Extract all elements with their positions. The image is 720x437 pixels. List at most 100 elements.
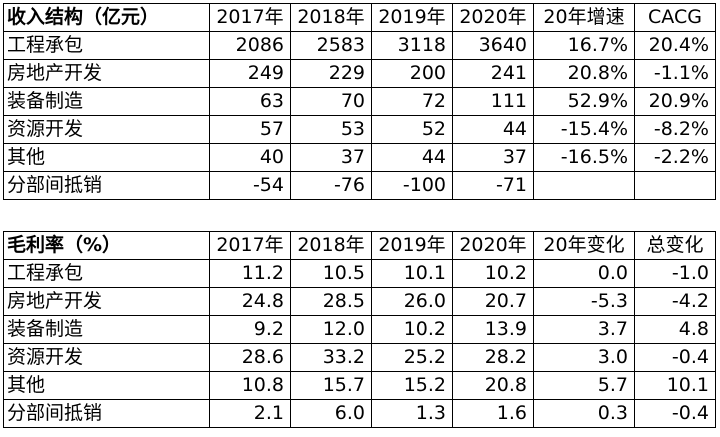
table-cell: 2.1 <box>209 399 291 428</box>
table-cell: -54 <box>209 171 291 200</box>
table-cell: 20.9% <box>634 87 716 116</box>
table-cell: -5.3 <box>533 287 635 316</box>
table-cell: 11.2 <box>209 259 291 288</box>
column-header: 2020年 <box>452 231 534 260</box>
table-cell: 26.0 <box>371 287 453 316</box>
table-cell: 37 <box>290 143 372 172</box>
table-row: 其他 40 37 44 37 -16.5% -2.2% <box>3 143 716 172</box>
row-label: 装备制造 <box>3 87 210 116</box>
table-cell: 10.1 <box>634 371 716 400</box>
table-cell: 6.0 <box>290 399 372 428</box>
column-header: 2017年 <box>209 3 291 32</box>
table-row: 分部间抵销 -54 -76 -100 -71 <box>3 171 716 200</box>
table-cell: 28.6 <box>209 343 291 372</box>
table-row: 资源开发 28.6 33.2 25.2 28.2 3.0 -0.4 <box>3 343 716 372</box>
table-cell: 5.7 <box>533 371 635 400</box>
table-row: 资源开发 57 53 52 44 -15.4% -8.2% <box>3 115 716 144</box>
table-row: 装备制造 63 70 72 111 52.9% 20.9% <box>3 87 716 116</box>
table-cell: -1.0 <box>634 259 716 288</box>
table-cell: 0.3 <box>533 399 635 428</box>
table-row: 装备制造 9.2 12.0 10.2 13.9 3.7 4.8 <box>3 315 716 344</box>
table-cell: 0.0 <box>533 259 635 288</box>
row-label: 资源开发 <box>3 115 210 144</box>
table-cell: 20.8% <box>533 59 635 88</box>
table-cell: 200 <box>371 59 453 88</box>
row-label: 工程承包 <box>3 259 210 288</box>
table-cell <box>533 171 635 200</box>
table-cell: 28.5 <box>290 287 372 316</box>
column-header: 2019年 <box>371 3 453 32</box>
table-cell: -4.2 <box>634 287 716 316</box>
table-cell: 3.7 <box>533 315 635 344</box>
table-cell: 20.7 <box>452 287 534 316</box>
table-cell: 10.1 <box>371 259 453 288</box>
row-label: 分部间抵销 <box>3 399 210 428</box>
table-cell: -8.2% <box>634 115 716 144</box>
table-cell: 44 <box>452 115 534 144</box>
table-cell: 12.0 <box>290 315 372 344</box>
table-cell: 53 <box>290 115 372 144</box>
column-header: 总变化 <box>634 231 716 260</box>
row-label: 资源开发 <box>3 343 210 372</box>
table-cell: -0.4 <box>634 343 716 372</box>
table-cell: 37 <box>452 143 534 172</box>
table-cell: 40 <box>209 143 291 172</box>
table-cell: 63 <box>209 87 291 116</box>
gross-margin-table: 毛利率（%） 2017年 2018年 2019年 2020年 20年变化 总变化 工程承包 11… <box>3 231 716 428</box>
table-cell: 4.8 <box>634 315 716 344</box>
table-cell: 3640 <box>452 31 534 60</box>
header-row: 毛利率（%） 2017年 2018年 2019年 2020年 20年变化 总变化 <box>3 231 716 260</box>
column-header: CACG <box>634 3 716 32</box>
table-cell: 241 <box>452 59 534 88</box>
table-row: 房地产开发 24.8 28.5 26.0 20.7 -5.3 -4.2 <box>3 287 716 316</box>
column-header: 2017年 <box>209 231 291 260</box>
table-cell: 2086 <box>209 31 291 60</box>
table-row: 工程承包 2086 2583 3118 3640 16.7% 20.4% <box>3 31 716 60</box>
table-cell: 111 <box>452 87 534 116</box>
row-label: 工程承包 <box>3 31 210 60</box>
table-cell: 2583 <box>290 31 372 60</box>
column-header: 2018年 <box>290 231 372 260</box>
table-cell: 15.7 <box>290 371 372 400</box>
table-cell: -1.1% <box>634 59 716 88</box>
table-cell: 25.2 <box>371 343 453 372</box>
column-header: 2019年 <box>371 231 453 260</box>
row-label: 房地产开发 <box>3 287 210 316</box>
table-cell: 3118 <box>371 31 453 60</box>
table-cell: -100 <box>371 171 453 200</box>
table-cell: 52.9% <box>533 87 635 116</box>
row-label: 房地产开发 <box>3 59 210 88</box>
table-cell: 229 <box>290 59 372 88</box>
table-cell: 24.8 <box>209 287 291 316</box>
table-cell: 1.3 <box>371 399 453 428</box>
row-label: 其他 <box>3 143 210 172</box>
table-cell: 16.7% <box>533 31 635 60</box>
table-title: 毛利率（%） <box>3 231 210 260</box>
table-cell: 13.9 <box>452 315 534 344</box>
table-cell: 70 <box>290 87 372 116</box>
table-cell: 1.6 <box>452 399 534 428</box>
table-title: 收入结构（亿元） <box>3 3 210 32</box>
table-cell: 15.2 <box>371 371 453 400</box>
table-cell: 9.2 <box>209 315 291 344</box>
table-cell: 20.4% <box>634 31 716 60</box>
table-cell: -76 <box>290 171 372 200</box>
table-cell: 3.0 <box>533 343 635 372</box>
revenue-structure-table: 收入结构（亿元） 2017年 2018年 2019年 2020年 20年增速 CACG 工程承… <box>3 3 716 200</box>
table-row: 其他 10.8 15.7 15.2 20.8 5.7 10.1 <box>3 371 716 400</box>
row-label: 其他 <box>3 371 210 400</box>
table-cell: 10.8 <box>209 371 291 400</box>
table-row: 房地产开发 249 229 200 241 20.8% -1.1% <box>3 59 716 88</box>
table-cell: -16.5% <box>533 143 635 172</box>
table-cell: -0.4 <box>634 399 716 428</box>
table-cell: 28.2 <box>452 343 534 372</box>
table-cell: 10.2 <box>452 259 534 288</box>
table-cell <box>634 171 716 200</box>
column-header: 2020年 <box>452 3 534 32</box>
column-header: 20年增速 <box>533 3 635 32</box>
table-row: 分部间抵销 2.1 6.0 1.3 1.6 0.3 -0.4 <box>3 399 716 428</box>
table-cell: 249 <box>209 59 291 88</box>
header-row: 收入结构（亿元） 2017年 2018年 2019年 2020年 20年增速 CACG <box>3 3 716 32</box>
row-label: 装备制造 <box>3 315 210 344</box>
table-cell: 10.5 <box>290 259 372 288</box>
